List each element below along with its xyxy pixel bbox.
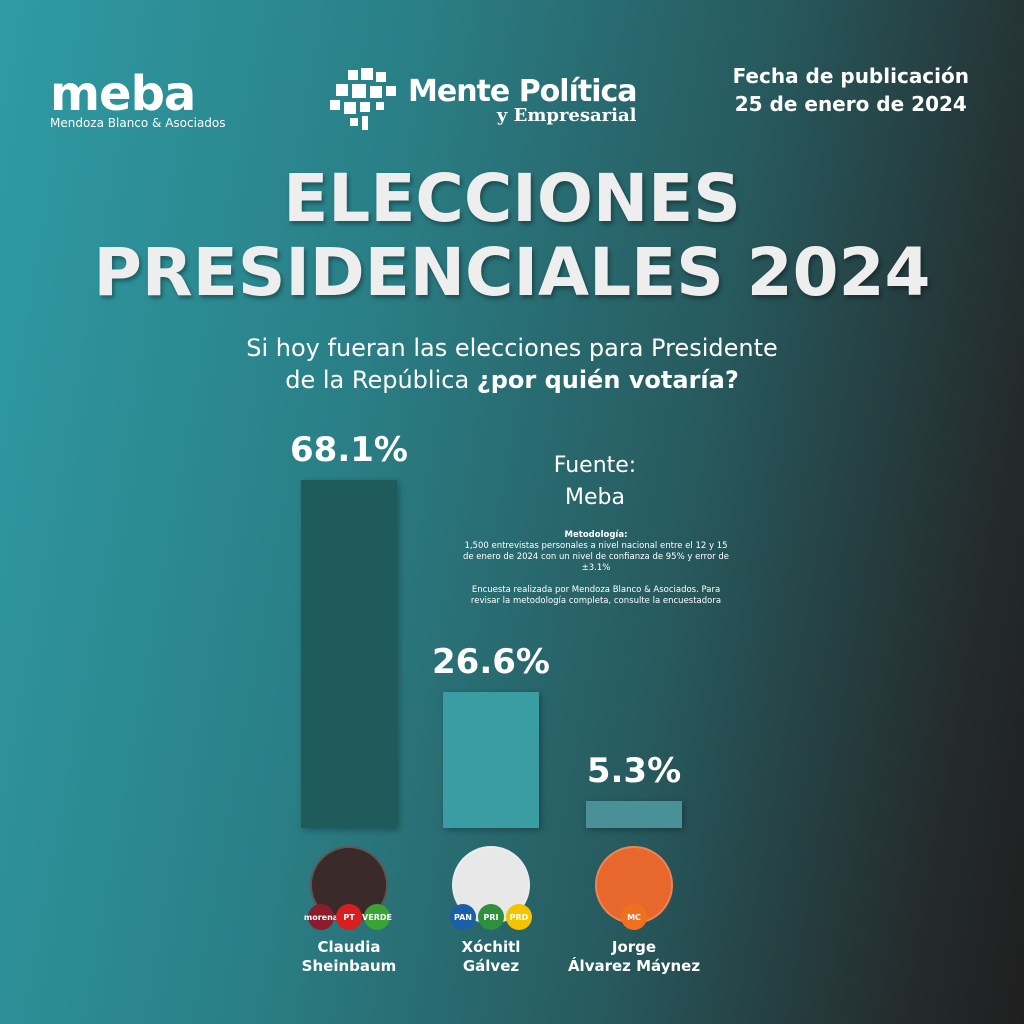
survey-question: Si hoy fueran las elecciones para Presid… (0, 332, 1024, 396)
meba-logo-text: meba (50, 66, 196, 122)
party-logo-icon: PT (336, 904, 362, 930)
candidate-first-name: Claudia (317, 938, 381, 956)
party-logo-icon: PAN (450, 904, 476, 930)
methodology-text: 1,500 entrevistas personales a nivel nac… (462, 541, 730, 573)
methodology: Metodología: 1,500 entrevistas personale… (462, 530, 730, 607)
party-logo-icon: PRD (506, 904, 532, 930)
title-line1: ELECCIONES (283, 160, 741, 237)
candidate: morena PT VERDE Claudia Sheinbaum (269, 846, 429, 976)
source: Fuente: Meba (520, 450, 670, 514)
bar-value-label: 26.6% (432, 642, 550, 683)
question-line1: Si hoy fueran las elecciones para Presid… (246, 334, 778, 362)
meba-subtitle: Mendoza Blanco & Asociados (50, 116, 226, 130)
candidate: PAN PRI PRD Xóchitl Gálvez (411, 846, 571, 976)
bar-value-label: 5.3% (586, 750, 682, 791)
question-emphasis: ¿por quién votaría? (476, 366, 739, 394)
title-line2: PRESIDENCIALES 2024 (93, 234, 931, 311)
source-label: Fuente: (553, 453, 637, 478)
candidate-last-name: Sheinbaum (301, 957, 397, 975)
bar-1 (301, 480, 397, 828)
candidate-first-name: Xóchitl (461, 938, 521, 956)
candidate-last-name: Álvarez Máynez (567, 957, 701, 975)
party-logo-icon: morena (304, 904, 338, 930)
party-logos: PAN PRI PRD (411, 904, 571, 930)
meba-logo: meba Mendoza Blanco & Asociados (50, 70, 226, 130)
source-value: Meba (565, 485, 625, 510)
bar-2 (443, 692, 539, 828)
date-label: Fecha de publicación (732, 64, 969, 88)
bar-value-label: 68.1% (290, 430, 408, 470)
question-line2: de la República (285, 366, 477, 394)
mente-politica-logo: Mente Política y Empresarial (328, 66, 638, 134)
methodology-title: Metodología: (564, 530, 628, 540)
candidate-first-name: Jorge (611, 938, 657, 956)
party-logos: MC (554, 904, 714, 930)
pixel-brain-icon (330, 68, 396, 130)
methodology-note: Encuesta realizada por Mendoza Blanco & … (470, 585, 722, 606)
party-logo-icon: MC (621, 904, 647, 930)
page-title: ELECCIONES PRESIDENCIALES 2024 (0, 162, 1024, 310)
date-value: 25 de enero de 2024 (734, 92, 967, 116)
publication-date: Fecha de publicación 25 de enero de 2024 (733, 62, 969, 118)
party-logo-icon: VERDE (362, 904, 392, 930)
bar-3 (586, 800, 682, 828)
party-logos: morena PT VERDE (269, 904, 429, 930)
mp-logo-line1: Mente Política (408, 74, 638, 109)
mp-logo-line2: y Empresarial (496, 105, 637, 126)
candidate-last-name: Gálvez (462, 957, 520, 975)
party-logo-icon: PRI (478, 904, 504, 930)
candidate: MC Jorge Álvarez Máynez (554, 846, 714, 976)
